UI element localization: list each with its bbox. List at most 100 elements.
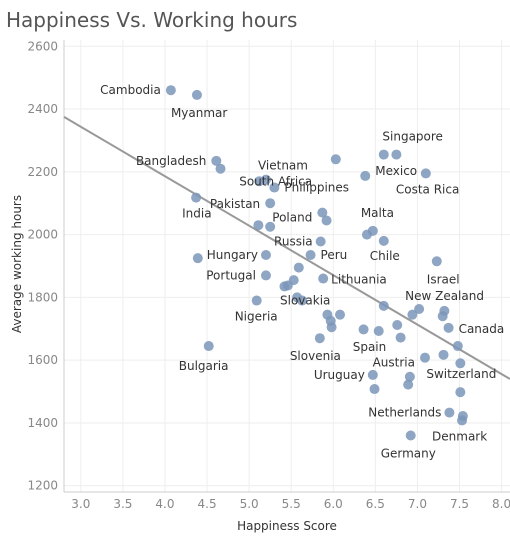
data-point [315,236,326,247]
point-label: Denmark [432,429,487,443]
data-point [191,192,202,203]
data-point [253,220,264,231]
data-point [395,332,406,343]
data-point [288,275,299,286]
x-tick-label: 7.0 [408,497,427,511]
point-label: Cambodia [100,83,161,97]
data-point [420,352,431,363]
x-tick-label: 5.0 [240,497,259,511]
y-tick-label: 1400 [27,416,58,430]
data-point [305,250,316,261]
data-point [265,221,276,232]
data-point [444,407,455,418]
data-point [420,168,431,179]
data-point [297,295,308,306]
y-axis-ticks: 1200 1400 1600 1800 2000 2200 2400 2600 [27,39,58,492]
trendline-group [63,116,510,380]
data-point [455,387,466,398]
point-label: Israel [427,272,460,286]
point-label: Canada [459,322,505,336]
trendline [63,116,510,380]
data-point [391,149,402,160]
point-label: Bulgaria [179,359,229,373]
data-point [378,300,389,311]
data-point [321,215,332,226]
data-point [251,295,262,306]
point-label: South Africa [239,174,312,188]
point-label: Portugal [206,268,256,282]
point-label: Poland [272,211,312,225]
point-label: New Zealand [405,289,484,303]
data-point [335,309,346,320]
x-tick-label: 6.0 [324,497,343,511]
data-point [404,371,415,382]
point-label: Peru [321,248,348,262]
data-point [265,198,276,209]
point-label: Slovenia [290,349,341,363]
y-tick-label: 2600 [27,39,58,53]
chart-title: Happiness Vs. Working hours [6,8,297,32]
data-point [203,341,214,352]
point-labels: Cambodia Myanmar Bangladesh India Bulgaria So… [100,83,504,460]
data-point [191,89,202,100]
x-tick-label: 5.5 [282,497,301,511]
data-point [260,270,271,281]
data-points [165,85,468,441]
data-point [317,207,328,218]
y-tick-label: 2000 [27,228,58,242]
data-point [293,262,304,273]
point-label: Singapore [382,130,443,144]
x-axis-ticks: 3.0 3.5 4.0 4.5 5.0 5.5 6.0 6.5 7.0 7.5 8.0 [71,497,510,511]
x-tick-label: 4.5 [198,497,217,511]
point-label: Switzerland [426,367,496,381]
data-point [438,349,449,360]
data-point [457,415,468,426]
data-point [260,250,271,261]
y-axis-label: Average working hours [10,195,24,333]
data-point [367,369,378,380]
data-point [455,358,466,369]
x-tick-label: 6.5 [366,497,385,511]
data-point [407,309,418,320]
point-label: Bangladesh [136,154,206,168]
point-label: Myanmar [171,106,227,120]
data-point [373,325,384,336]
point-label: Slovakia [280,294,330,308]
point-label: Costa Rica [396,182,459,196]
data-point [378,235,389,246]
data-point [403,379,414,390]
data-point [326,322,337,333]
data-point [215,163,226,174]
y-tick-label: 2200 [27,165,58,179]
point-label: Uruguay [314,368,365,382]
data-point [165,85,176,96]
data-point [431,256,442,267]
point-label: Germany [381,447,436,461]
y-tick-label: 1200 [27,479,58,493]
x-tick-label: 3.5 [113,497,132,511]
data-point [330,154,341,165]
point-label: Russia [274,235,313,249]
data-point [192,253,203,264]
x-tick-label: 3.0 [71,497,90,511]
point-label: Austria [373,356,415,370]
point-label: Netherlands [368,406,441,420]
x-tick-label: 4.0 [155,497,174,511]
point-label: Hungary [207,248,258,262]
data-point [443,322,454,333]
data-point [360,170,371,181]
point-label: Chile [370,249,400,263]
data-point [314,333,325,344]
data-point [378,149,389,160]
data-point [439,305,450,316]
y-tick-label: 2400 [27,102,58,116]
data-point [211,155,222,166]
data-point [318,273,329,284]
point-label: Vietnam [258,159,308,173]
data-point [369,384,380,395]
point-label: Philippines [284,181,349,195]
data-point [260,174,271,185]
y-tick-label: 1600 [27,353,58,367]
point-label: Malta [361,206,394,220]
